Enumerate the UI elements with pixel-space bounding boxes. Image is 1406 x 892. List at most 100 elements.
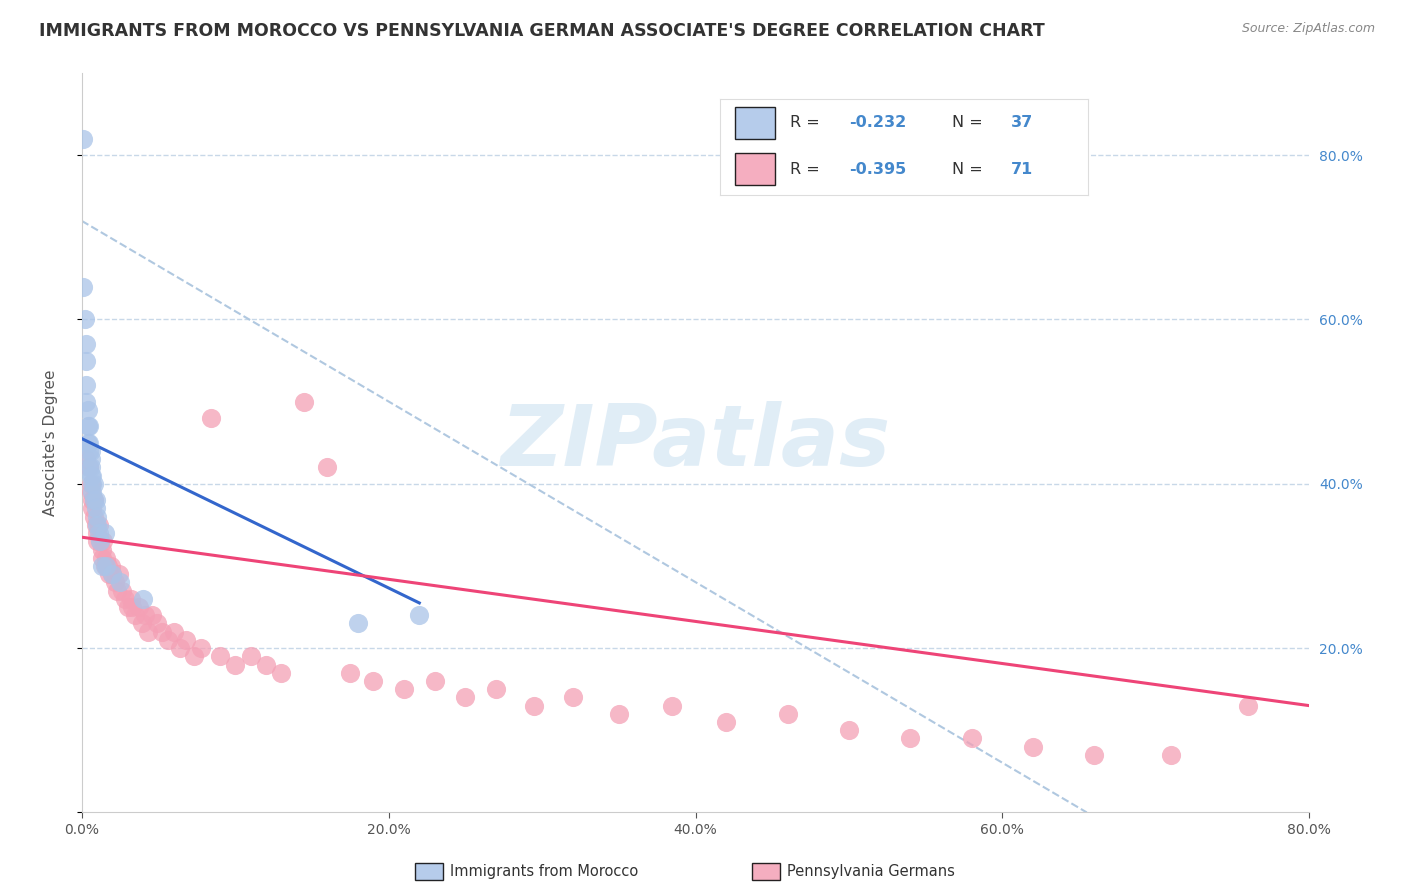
Point bbox=[87, 526, 110, 541]
Point bbox=[156, 632, 179, 647]
Point bbox=[121, 600, 143, 615]
Point bbox=[146, 616, 169, 631]
Point bbox=[105, 583, 128, 598]
Point bbox=[200, 411, 222, 425]
Point bbox=[79, 435, 101, 450]
Point bbox=[79, 460, 101, 475]
Point bbox=[76, 435, 98, 450]
Point bbox=[224, 657, 246, 672]
Text: Pennsylvania Germans: Pennsylvania Germans bbox=[787, 864, 955, 879]
Point bbox=[86, 509, 108, 524]
Point bbox=[96, 558, 118, 573]
Point bbox=[72, 279, 94, 293]
Point bbox=[75, 337, 97, 351]
Point bbox=[838, 723, 860, 738]
Point bbox=[84, 517, 107, 532]
Point bbox=[108, 575, 131, 590]
Point bbox=[661, 698, 683, 713]
Point bbox=[163, 624, 186, 639]
Point bbox=[104, 575, 127, 590]
Text: IMMIGRANTS FROM MOROCCO VS PENNSYLVANIA GERMAN ASSOCIATE'S DEGREE CORRELATION CH: IMMIGRANTS FROM MOROCCO VS PENNSYLVANIA … bbox=[39, 22, 1045, 40]
Point bbox=[454, 690, 477, 705]
Point bbox=[80, 460, 103, 475]
Point bbox=[82, 485, 104, 500]
Point bbox=[82, 501, 104, 516]
Point bbox=[72, 132, 94, 146]
Point bbox=[89, 534, 111, 549]
Point bbox=[82, 493, 104, 508]
Point bbox=[124, 608, 146, 623]
Point bbox=[1022, 739, 1045, 754]
Point bbox=[485, 682, 508, 697]
Point bbox=[86, 517, 108, 532]
Point bbox=[270, 665, 292, 680]
Point bbox=[101, 567, 124, 582]
Point bbox=[82, 468, 104, 483]
Point bbox=[83, 476, 105, 491]
Point bbox=[131, 616, 153, 631]
Point bbox=[80, 452, 103, 467]
Point bbox=[90, 550, 112, 565]
Point bbox=[79, 419, 101, 434]
Point bbox=[254, 657, 277, 672]
Point bbox=[898, 731, 921, 746]
Point bbox=[89, 534, 111, 549]
Point bbox=[169, 641, 191, 656]
Point bbox=[76, 419, 98, 434]
Point bbox=[90, 542, 112, 557]
Point bbox=[75, 353, 97, 368]
Point bbox=[239, 649, 262, 664]
Point bbox=[75, 452, 97, 467]
Point bbox=[776, 706, 799, 721]
Point bbox=[361, 673, 384, 688]
Point bbox=[392, 682, 415, 697]
Point bbox=[316, 460, 339, 475]
Text: Source: ZipAtlas.com: Source: ZipAtlas.com bbox=[1241, 22, 1375, 36]
Point bbox=[292, 394, 315, 409]
Point bbox=[136, 624, 159, 639]
Point bbox=[83, 493, 105, 508]
Point bbox=[80, 485, 103, 500]
Point bbox=[111, 583, 134, 598]
Point bbox=[347, 616, 370, 631]
Point bbox=[97, 558, 120, 573]
Point bbox=[408, 608, 430, 623]
Point bbox=[561, 690, 583, 705]
Point bbox=[86, 526, 108, 541]
Point bbox=[132, 591, 155, 606]
Point bbox=[82, 476, 104, 491]
Point bbox=[114, 591, 136, 606]
Y-axis label: Associate's Degree: Associate's Degree bbox=[44, 369, 58, 516]
Point bbox=[80, 476, 103, 491]
Point bbox=[79, 444, 101, 458]
Point bbox=[117, 600, 139, 615]
Point bbox=[91, 534, 114, 549]
Point bbox=[141, 608, 163, 623]
Point bbox=[80, 444, 103, 458]
Point bbox=[134, 608, 156, 623]
Point bbox=[90, 558, 112, 573]
Point bbox=[120, 591, 142, 606]
Point bbox=[190, 641, 212, 656]
Point bbox=[960, 731, 983, 746]
Point bbox=[339, 665, 361, 680]
Point bbox=[96, 550, 118, 565]
Text: ZIPatlas: ZIPatlas bbox=[501, 401, 890, 484]
Point bbox=[1160, 747, 1182, 762]
Point bbox=[83, 509, 105, 524]
Text: Immigrants from Morocco: Immigrants from Morocco bbox=[450, 864, 638, 879]
Point bbox=[86, 534, 108, 549]
Point bbox=[87, 517, 110, 532]
Point bbox=[607, 706, 630, 721]
Point bbox=[523, 698, 546, 713]
Point bbox=[75, 378, 97, 392]
Point bbox=[83, 493, 105, 508]
Point bbox=[76, 402, 98, 417]
Point bbox=[94, 526, 117, 541]
Point bbox=[94, 558, 117, 573]
Point bbox=[1237, 698, 1260, 713]
Point bbox=[100, 558, 122, 573]
Point bbox=[84, 493, 107, 508]
Point bbox=[208, 649, 231, 664]
Point bbox=[75, 394, 97, 409]
